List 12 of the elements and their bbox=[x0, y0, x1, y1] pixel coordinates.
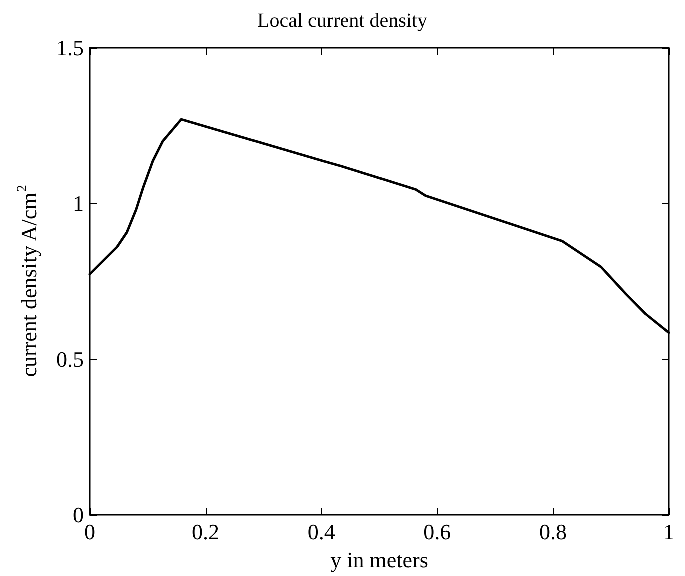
y-tick-label: 1.5 bbox=[56, 36, 84, 60]
x-tick-label: 1 bbox=[664, 520, 674, 544]
x-tick-label: 0.6 bbox=[424, 520, 452, 544]
x-tick-label: 0.2 bbox=[192, 520, 220, 544]
chart-title: Local current density bbox=[258, 10, 428, 32]
x-tick-label: 0.4 bbox=[308, 520, 336, 544]
x-tick-label: 0.8 bbox=[539, 520, 567, 544]
x-axis-title: y in meters bbox=[330, 548, 428, 572]
y-axis-title: current density A/cm2 bbox=[16, 185, 42, 378]
y-tick-label: 1 bbox=[73, 191, 84, 216]
y-tick-label: 0 bbox=[73, 502, 84, 528]
y-tick-label: 0.5 bbox=[56, 346, 84, 372]
